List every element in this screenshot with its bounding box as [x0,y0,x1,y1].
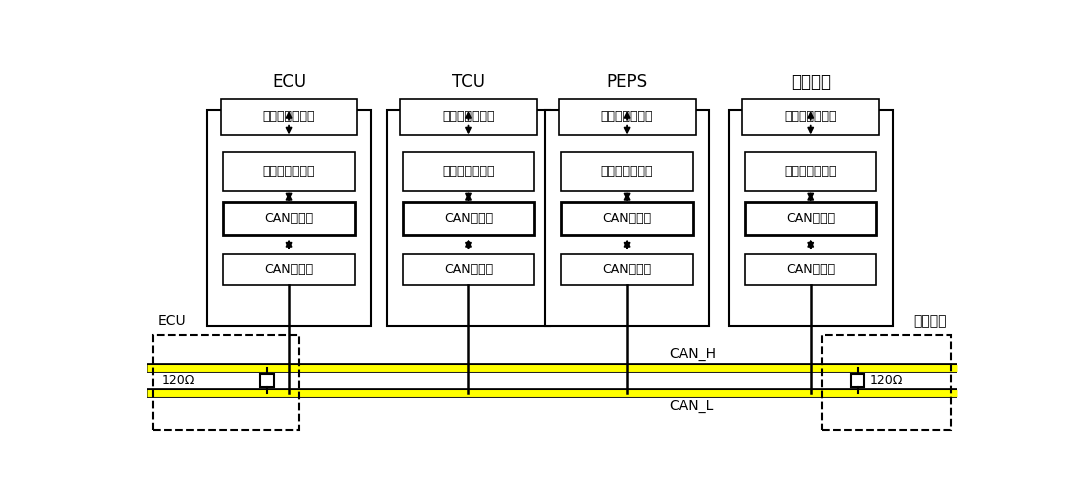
Bar [207,110,370,326]
Bar [822,336,951,430]
Bar [403,202,534,235]
Text: 传感器、执行器: 传感器、执行器 [784,110,837,124]
Bar [745,152,877,191]
Bar [561,254,693,285]
Text: 控制单元处理器: 控制单元处理器 [263,165,316,178]
Text: 组合仪表: 组合仪表 [913,314,947,328]
Text: CAN_L: CAN_L [669,399,713,413]
Bar [221,98,358,136]
Text: TCU: TCU [452,74,485,92]
Text: CAN控制器: CAN控制器 [602,212,652,226]
Text: ECU: ECU [272,74,306,92]
Bar [223,152,354,191]
Text: 120Ω: 120Ω [162,374,195,387]
Text: CAN控制器: CAN控制器 [444,212,493,226]
Bar [403,254,534,285]
Text: 传感器、执行器: 传感器、执行器 [601,110,654,124]
Text: 120Ω: 120Ω [869,374,903,387]
Text: CAN收发器: CAN收发器 [444,264,493,276]
Text: 控制单元处理器: 控制单元处理器 [601,165,654,178]
Bar [561,152,693,191]
Text: CAN_H: CAN_H [669,347,716,361]
Bar [153,336,299,430]
Text: CAN控制器: CAN控制器 [265,212,313,226]
Bar [745,254,877,285]
Bar [223,254,354,285]
Bar [851,374,865,387]
Text: CAN收发器: CAN收发器 [786,264,836,276]
Text: CAN收发器: CAN收发器 [265,264,313,276]
Text: 传感器、执行器: 传感器、执行器 [263,110,316,124]
Text: CAN收发器: CAN收发器 [602,264,652,276]
Text: ECU: ECU [157,314,186,328]
Text: 传感器、执行器: 传感器、执行器 [443,110,494,124]
Bar [729,110,893,326]
Text: PEPS: PEPS [606,74,647,92]
Bar [742,98,879,136]
Bar [400,98,537,136]
Bar [223,202,354,235]
Bar [403,152,534,191]
Text: 控制单元处理器: 控制单元处理器 [443,165,494,178]
Bar [745,202,877,235]
Text: 控制单元处理器: 控制单元处理器 [784,165,837,178]
Bar [261,374,274,387]
Text: CAN控制器: CAN控制器 [786,212,836,226]
Bar [387,110,550,326]
Bar [545,110,709,326]
Bar [561,202,693,235]
Text: 组合仪表: 组合仪表 [791,74,830,92]
Bar [559,98,696,136]
